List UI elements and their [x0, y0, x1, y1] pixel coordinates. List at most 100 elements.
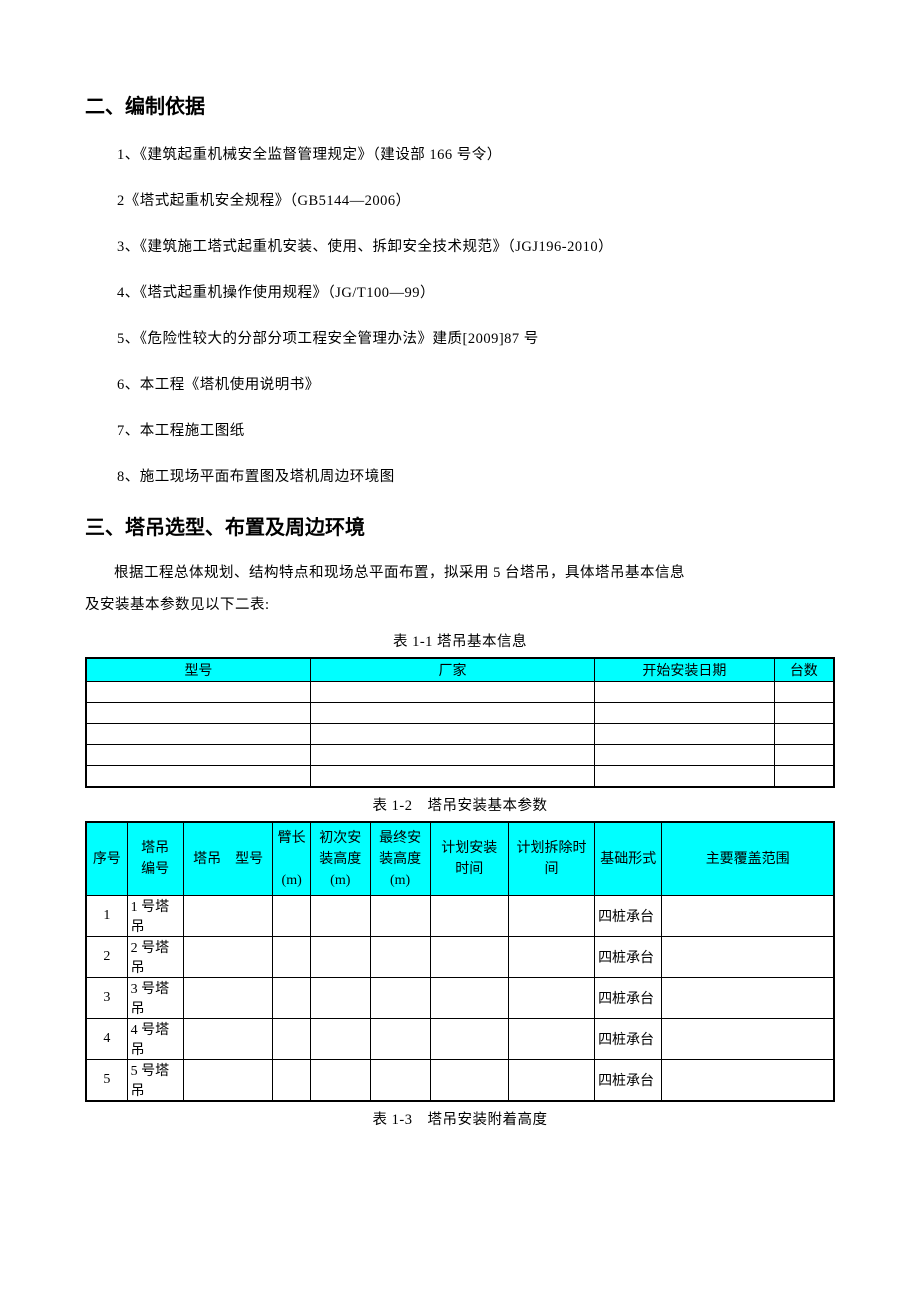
table-1-col-date: 开始安装日期 [595, 658, 775, 682]
table-1-col-model: 型号 [86, 658, 310, 682]
table-2-header-cell: 计划拆除时间 [509, 822, 595, 896]
table-2-header-cell: 塔吊编号 [127, 822, 183, 896]
table-3-caption: 表 1-3 塔吊安装附着高度 [85, 1108, 835, 1129]
table-cell [595, 724, 775, 745]
table-cell [509, 978, 595, 1019]
table-2-header-cell: 最终安装高度(m) [370, 822, 430, 896]
basis-item-8: 8、施工现场平面布置图及塔机周边环境图 [85, 465, 835, 486]
table-1-caption: 表 1-1 塔吊基本信息 [85, 630, 835, 651]
table-cell [86, 745, 310, 766]
table-2-header-cell: 基础形式 [595, 822, 662, 896]
table-cell [662, 896, 834, 937]
table-cell [509, 1060, 595, 1102]
basis-item-4: 4、《塔式起重机操作使用规程》（JG/T100—99） [85, 281, 835, 302]
table-cell [183, 937, 273, 978]
table-cell: 四桩承台 [595, 896, 662, 937]
table-cell: 1 号塔吊 [127, 896, 183, 937]
table-cell: 四桩承台 [595, 1060, 662, 1102]
table-cell [595, 745, 775, 766]
table-cell [595, 766, 775, 787]
table-1: 型号 厂家 开始安装日期 台数 [85, 657, 835, 788]
table-cell [86, 724, 310, 745]
section-2-heading: 二、编制依据 [85, 90, 835, 119]
table-cell [273, 1019, 310, 1060]
table-cell: 2 [86, 937, 127, 978]
table-row [86, 745, 834, 766]
table-1-col-maker: 厂家 [310, 658, 594, 682]
table-cell [430, 978, 509, 1019]
table-cell [370, 1060, 430, 1102]
table-cell: 5 号塔吊 [127, 1060, 183, 1102]
table-cell [662, 978, 834, 1019]
section-3-intro: 根据工程总体规划、结构特点和现场总平面布置，拟采用 5 台塔吊，具体塔吊基本信息… [85, 558, 835, 622]
table-2-header-cell: 塔吊 型号 [183, 822, 273, 896]
table-cell [310, 937, 370, 978]
table-cell [430, 937, 509, 978]
table-cell [595, 682, 775, 703]
table-row: 11 号塔吊 四桩承台 [86, 896, 834, 937]
table-1-header-row: 型号 厂家 开始安装日期 台数 [86, 658, 834, 682]
table-cell [774, 745, 834, 766]
table-cell [595, 703, 775, 724]
basis-item-1: 1、《建筑起重机械安全监督管理规定》（建设部 166 号令） [85, 143, 835, 164]
table-cell [86, 703, 310, 724]
table-row [86, 724, 834, 745]
table-cell: 4 号塔吊 [127, 1019, 183, 1060]
table-cell [370, 1019, 430, 1060]
table-cell [509, 937, 595, 978]
table-cell [310, 978, 370, 1019]
table-cell [430, 1060, 509, 1102]
table-cell: 4 [86, 1019, 127, 1060]
table-cell [774, 703, 834, 724]
table-cell: 1 [86, 896, 127, 937]
table-1-col-count: 台数 [774, 658, 834, 682]
basis-item-7: 7、本工程施工图纸 [85, 419, 835, 440]
table-cell [310, 724, 594, 745]
table-cell: 2 号塔吊 [127, 937, 183, 978]
table-cell [310, 745, 594, 766]
table-cell [662, 937, 834, 978]
table-2-header-cell: 臂长(m) [273, 822, 310, 896]
table-row: 44 号塔吊四桩承台 [86, 1019, 834, 1060]
basis-item-3: 3、《建筑施工塔式起重机安装、使用、拆卸安全技术规范》（JGJ196-2010） [85, 235, 835, 256]
table-2-header-row: 序号塔吊编号塔吊 型号臂长(m)初次安装高度(m)最终安装高度(m)计划安装时间… [86, 822, 834, 896]
table-row: 33 号塔吊 四桩承台 [86, 978, 834, 1019]
table-row [86, 682, 834, 703]
table-cell [774, 766, 834, 787]
table-cell: 3 [86, 978, 127, 1019]
table-cell [774, 724, 834, 745]
table-row: 55 号塔吊 四桩承台 [86, 1060, 834, 1102]
intro-text-1: 根据工程总体规划、结构特点和现场总平面布置，拟采用 5 台塔吊，具体塔吊基本信息 [114, 565, 685, 581]
table-cell [310, 766, 594, 787]
table-cell: 5 [86, 1060, 127, 1102]
table-row [86, 703, 834, 724]
table-cell [183, 896, 273, 937]
table-row: 22 号塔吊四桩承台 [86, 937, 834, 978]
table-cell: 3 号塔吊 [127, 978, 183, 1019]
section-3-heading: 三、塔吊选型、布置及周边环境 [85, 511, 835, 540]
table-cell [430, 1019, 509, 1060]
table-cell [183, 978, 273, 1019]
table-cell [183, 1060, 273, 1102]
table-cell [310, 703, 594, 724]
table-2-header-cell: 序号 [86, 822, 127, 896]
basis-item-6: 6、本工程《塔机使用说明书》 [85, 373, 835, 394]
table-2-header-cell: 主要覆盖范围 [662, 822, 834, 896]
table-cell [273, 937, 310, 978]
table-cell [509, 896, 595, 937]
table-cell [310, 1019, 370, 1060]
table-cell [370, 896, 430, 937]
table-2-header-cell: 初次安装高度(m) [310, 822, 370, 896]
table-cell [370, 978, 430, 1019]
table-cell [86, 682, 310, 703]
table-cell [310, 896, 370, 937]
table-cell [310, 1060, 370, 1102]
table-2: 序号塔吊编号塔吊 型号臂长(m)初次安装高度(m)最终安装高度(m)计划安装时间… [85, 821, 835, 1103]
basis-item-2: 2《塔式起重机安全规程》（GB5144—2006） [85, 189, 835, 210]
table-cell: 四桩承台 [595, 978, 662, 1019]
table-cell [86, 766, 310, 787]
table-2-header-cell: 计划安装时间 [430, 822, 509, 896]
table-cell [370, 937, 430, 978]
table-cell [273, 1060, 310, 1102]
table-2-caption: 表 1-2 塔吊安装基本参数 [85, 794, 835, 815]
